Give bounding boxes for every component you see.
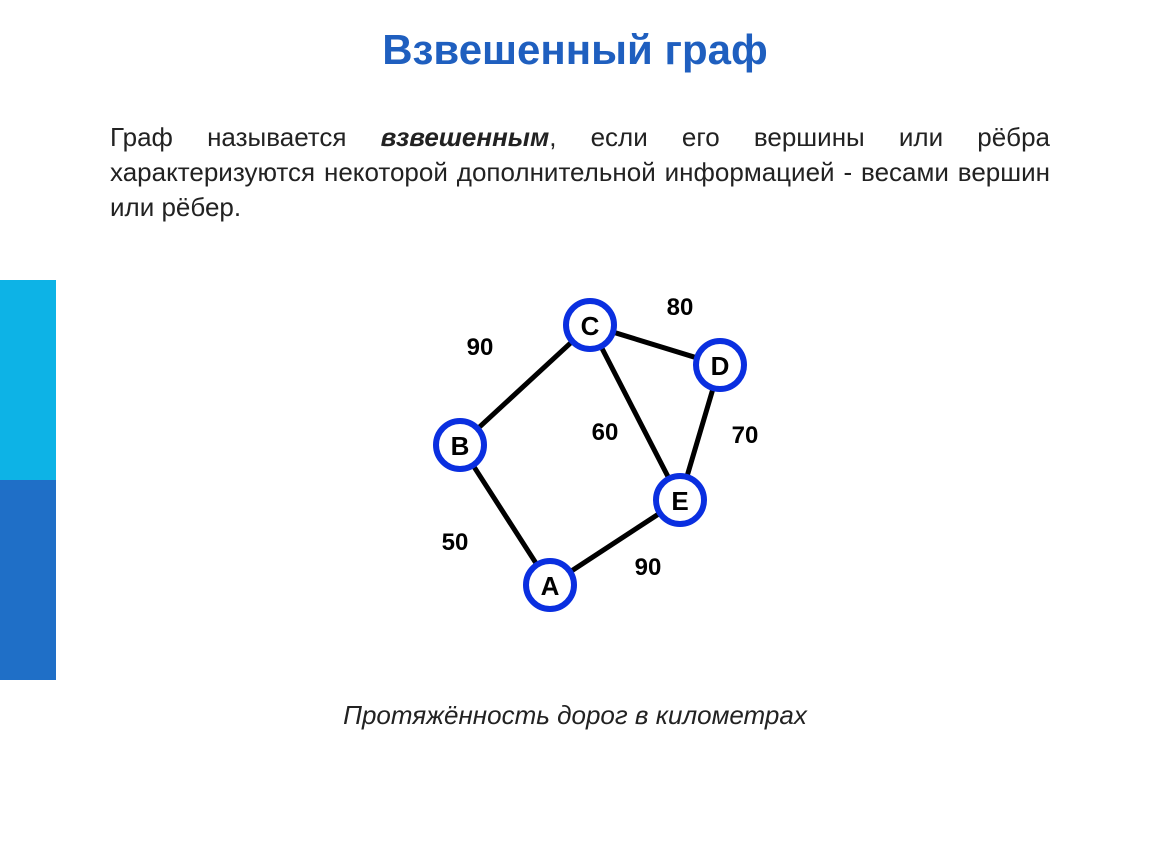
edge-weight-A-B: 50 (442, 529, 469, 556)
para-bold: взвешенным (381, 122, 550, 152)
edge-weight-A-E: 90 (635, 554, 662, 581)
node-label-C: C (581, 311, 600, 341)
edge-C-D (613, 332, 697, 358)
weighted-graph: 90 80 70 60 90 50 C D B E A (380, 275, 800, 635)
node-label-A: A (541, 571, 560, 601)
edge-C-E (601, 346, 669, 478)
edge-weight-C-E: 60 (592, 419, 619, 446)
node-label-E: E (671, 486, 688, 516)
edge-weight-B-C: 90 (467, 334, 494, 361)
edge-D-E (687, 388, 713, 477)
edge-A-B (473, 465, 537, 565)
slide-page: Взвешенный граф Граф называется взвешенн… (0, 0, 1150, 864)
node-label-D: D (711, 351, 730, 381)
slide-title: Взвешенный граф (0, 26, 1150, 74)
node-label-B: B (451, 431, 470, 461)
sidebar-block-bottom (0, 480, 56, 680)
graph-caption: Протяжённость дорог в километрах (0, 700, 1150, 731)
definition-paragraph: Граф называется взвешенным, если его вер… (110, 120, 1050, 225)
sidebar-decor (0, 0, 60, 864)
sidebar-block-top (0, 280, 56, 480)
edge-weight-D-E: 70 (732, 422, 759, 449)
para-prefix: Граф называется (110, 122, 381, 152)
edge-weight-C-D: 80 (667, 294, 694, 321)
graph-svg: 90 80 70 60 90 50 C D B E A (380, 275, 800, 635)
